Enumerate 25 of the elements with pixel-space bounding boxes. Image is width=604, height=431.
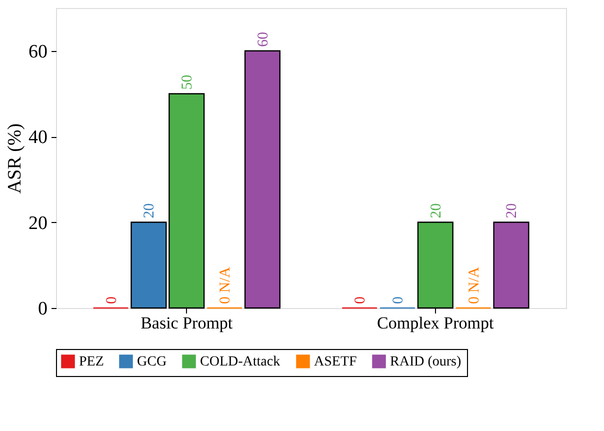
- bar: [130, 222, 167, 309]
- data-label: 0: [104, 296, 120, 304]
- data-label: 50: [180, 74, 196, 90]
- legend-label: PEZ: [79, 354, 104, 370]
- data-label: 20: [504, 203, 520, 218]
- y-tick-label: 0: [38, 298, 48, 320]
- y-tick-label: 20: [28, 212, 48, 234]
- x-tick-label: Complex Prompt: [377, 314, 494, 332]
- data-label: 60: [255, 32, 272, 47]
- data-label: 0: [390, 296, 406, 304]
- data-label: 20: [142, 203, 158, 218]
- bar: [493, 222, 530, 309]
- x-tick-label: Basic Prompt: [140, 314, 233, 332]
- legend-label: COLD-Attack: [200, 354, 280, 370]
- data-label: 0 N/A: [466, 266, 482, 304]
- bar: [244, 50, 280, 309]
- legend-label: ASETF: [314, 354, 357, 370]
- legend-label: GCG: [137, 354, 167, 370]
- data-label: 20: [428, 203, 444, 218]
- data-label: 0: [352, 296, 369, 304]
- y-tick-label: 40: [28, 127, 48, 148]
- y-tick-label: 60: [28, 41, 48, 62]
- data-label: 0 N/A: [218, 266, 234, 304]
- y-axis-title: ASR (%): [4, 123, 26, 194]
- legend-label: RAID (ours): [390, 354, 462, 370]
